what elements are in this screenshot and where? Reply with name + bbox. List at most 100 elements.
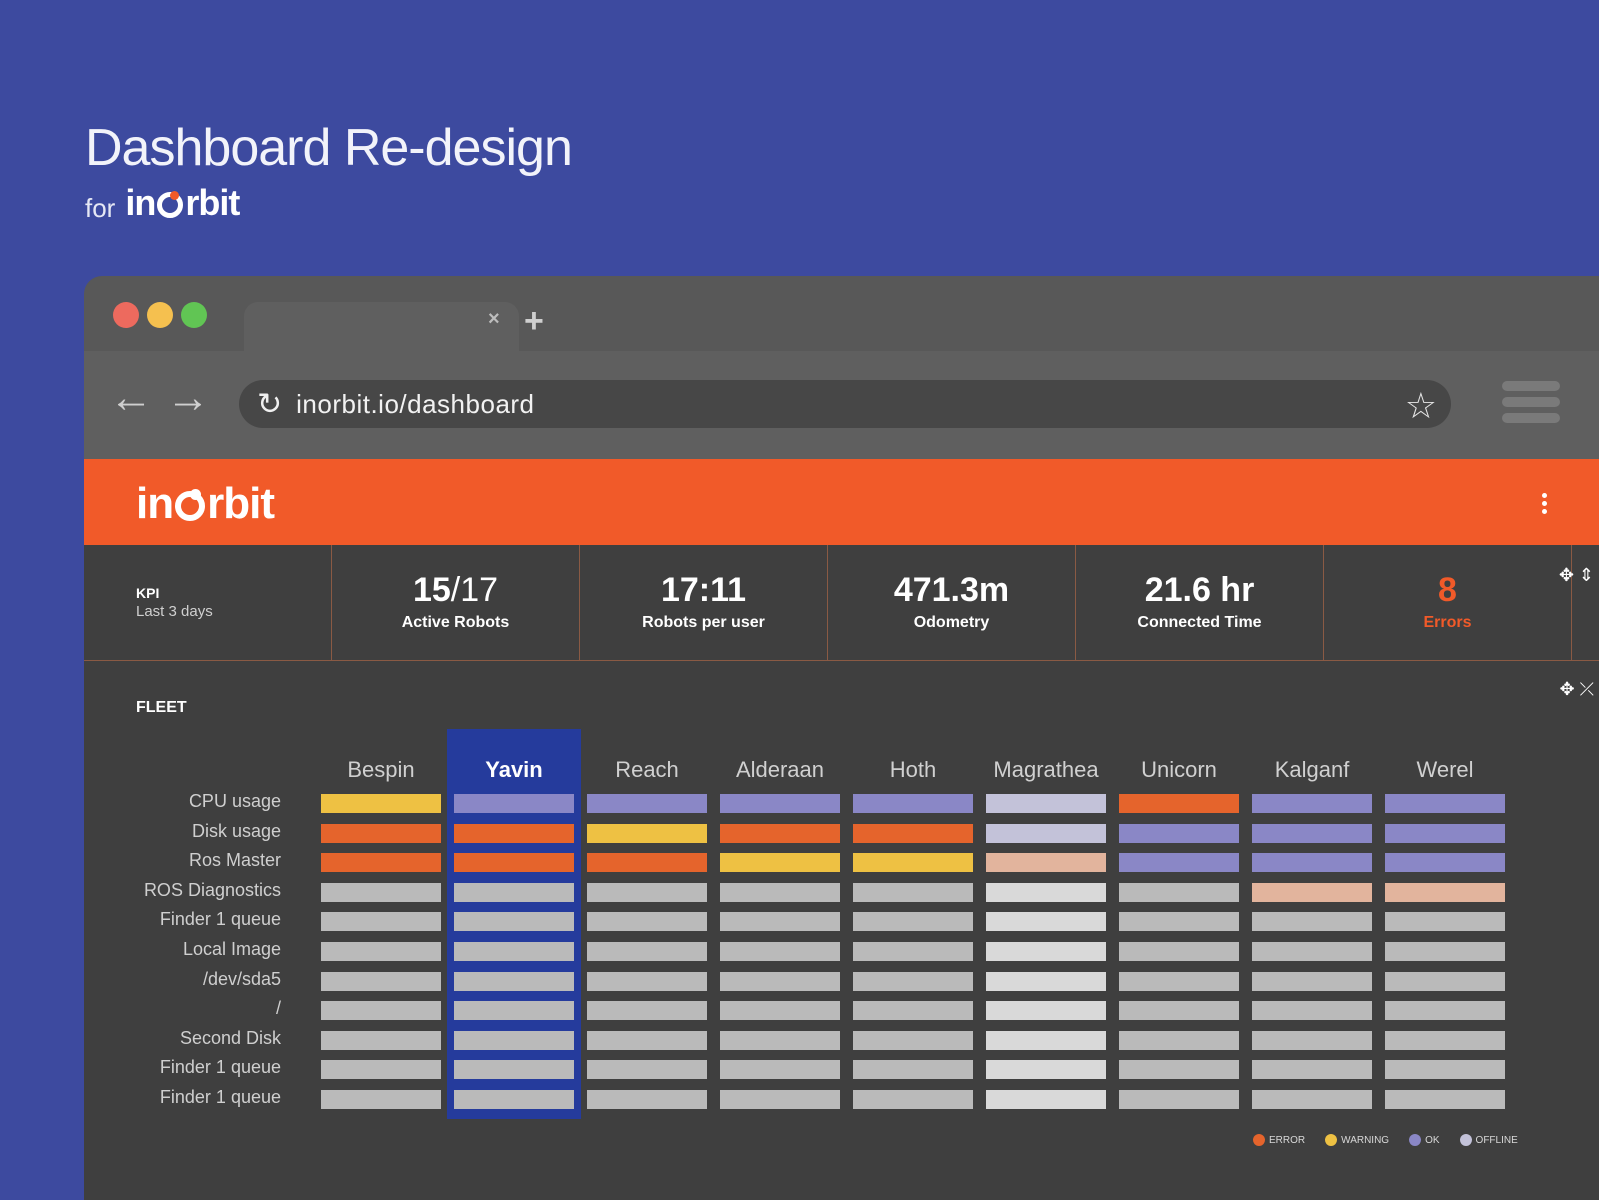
fleet-status-cell[interactable]: [1252, 1030, 1372, 1050]
fleet-status-cell[interactable]: [454, 942, 574, 961]
fleet-status-cell[interactable]: [853, 823, 973, 843]
fleet-status-cell[interactable]: [321, 971, 441, 991]
fleet-status-cell[interactable]: [1385, 971, 1505, 991]
fleet-column-header[interactable]: Bespin: [347, 757, 415, 782]
new-tab-icon[interactable]: +: [524, 302, 544, 340]
reload-icon[interactable]: ↻: [257, 387, 283, 421]
fleet-status-cell[interactable]: [1252, 1090, 1372, 1109]
fleet-status-cell[interactable]: [853, 971, 973, 991]
fleet-column-header[interactable]: Magrathea: [993, 757, 1099, 782]
fleet-status-cell[interactable]: [454, 1030, 574, 1050]
fleet-status-cell[interactable]: [1385, 853, 1505, 873]
fleet-status-cell[interactable]: [720, 853, 840, 873]
fleet-status-cell[interactable]: [587, 794, 707, 813]
fleet-status-cell[interactable]: [720, 823, 840, 843]
fleet-status-cell[interactable]: [1385, 1030, 1505, 1050]
fleet-status-cell[interactable]: [853, 853, 973, 873]
fleet-status-cell[interactable]: [587, 1030, 707, 1050]
fleet-status-cell[interactable]: [853, 1001, 973, 1021]
fleet-status-cell[interactable]: [321, 1090, 441, 1109]
fleet-status-cell[interactable]: [321, 942, 441, 961]
fleet-status-cell[interactable]: [587, 853, 707, 873]
fleet-status-cell[interactable]: [720, 912, 840, 932]
fleet-status-cell[interactable]: [1252, 912, 1372, 932]
tab-close-icon[interactable]: ×: [488, 308, 500, 330]
kpi-errors[interactable]: 8 Errors: [1324, 545, 1572, 660]
fleet-status-cell[interactable]: [454, 882, 574, 902]
fleet-status-cell[interactable]: [587, 971, 707, 991]
window-maximize-button[interactable]: [181, 302, 207, 328]
fleet-status-cell[interactable]: [1119, 882, 1239, 902]
fleet-status-cell[interactable]: [853, 942, 973, 961]
fleet-column-header[interactable]: Werel: [1416, 757, 1474, 782]
fleet-status-cell[interactable]: [321, 823, 441, 843]
fleet-status-cell[interactable]: [587, 882, 707, 902]
fleet-status-cell[interactable]: [1119, 853, 1239, 873]
fleet-status-cell[interactable]: [1119, 942, 1239, 961]
app-menu-kebab-icon[interactable]: [1542, 493, 1548, 517]
back-arrow-icon[interactable]: ←: [109, 373, 153, 422]
fleet-status-cell[interactable]: [1119, 1090, 1239, 1109]
fleet-status-cell[interactable]: [1385, 1060, 1505, 1080]
fleet-status-cell[interactable]: [1119, 1030, 1239, 1050]
fleet-status-cell[interactable]: [986, 853, 1106, 873]
fleet-status-cell[interactable]: [587, 1060, 707, 1080]
fleet-status-cell[interactable]: [1385, 942, 1505, 961]
fleet-column-header[interactable]: Hoth: [889, 757, 937, 782]
fleet-column-header[interactable]: Yavin: [485, 757, 543, 782]
fleet-status-cell[interactable]: [986, 912, 1106, 932]
fleet-status-cell[interactable]: [986, 1030, 1106, 1050]
fleet-status-cell[interactable]: [321, 882, 441, 902]
fleet-status-cell[interactable]: [1119, 1060, 1239, 1080]
fleet-status-cell[interactable]: [454, 1090, 574, 1109]
fleet-status-cell[interactable]: [853, 1090, 973, 1109]
fleet-status-cell[interactable]: [321, 853, 441, 873]
fleet-status-cell[interactable]: [1252, 942, 1372, 961]
fleet-status-cell[interactable]: [587, 1001, 707, 1021]
fleet-status-cell[interactable]: [1252, 882, 1372, 902]
kpi-widget-move-resize-icon[interactable]: ✥ ⇕: [1558, 565, 1594, 585]
fleet-status-cell[interactable]: [1119, 912, 1239, 932]
fleet-status-cell[interactable]: [720, 1001, 840, 1021]
fleet-status-cell[interactable]: [1385, 912, 1505, 932]
fleet-status-cell[interactable]: [1119, 971, 1239, 991]
fleet-status-cell[interactable]: [986, 1001, 1106, 1021]
fleet-status-cell[interactable]: [986, 823, 1106, 843]
fleet-status-cell[interactable]: [321, 1060, 441, 1080]
fleet-column-header[interactable]: Reach: [615, 757, 679, 782]
fleet-status-cell[interactable]: [1252, 971, 1372, 991]
fleet-status-cell[interactable]: [454, 823, 574, 843]
fleet-status-cell[interactable]: [853, 912, 973, 932]
fleet-status-cell[interactable]: [1119, 1001, 1239, 1021]
fleet-status-cell[interactable]: [454, 853, 574, 873]
fleet-status-cell[interactable]: [720, 882, 840, 902]
fleet-status-cell[interactable]: [720, 1060, 840, 1080]
fleet-status-cell[interactable]: [321, 1030, 441, 1050]
fleet-status-cell[interactable]: [1252, 1060, 1372, 1080]
fleet-status-cell[interactable]: [720, 794, 840, 813]
fleet-status-cell[interactable]: [454, 912, 574, 932]
fleet-status-cell[interactable]: [986, 971, 1106, 991]
fleet-status-cell[interactable]: [1119, 794, 1239, 813]
fleet-status-cell[interactable]: [1252, 1001, 1372, 1021]
app-logo[interactable]: in rbit: [136, 479, 275, 529]
window-minimize-button[interactable]: [147, 302, 173, 328]
fleet-status-cell[interactable]: [986, 942, 1106, 961]
fleet-status-cell[interactable]: [853, 1060, 973, 1080]
fleet-status-cell[interactable]: [587, 1090, 707, 1109]
fleet-status-cell[interactable]: [1385, 823, 1505, 843]
fleet-status-cell[interactable]: [720, 1090, 840, 1109]
address-bar[interactable]: ↻ inorbit.io/dashboard ☆: [239, 380, 1451, 428]
fleet-status-cell[interactable]: [321, 1001, 441, 1021]
fleet-widget-move-collapse-icon[interactable]: ✥ ⤫: [1559, 679, 1594, 699]
fleet-status-cell[interactable]: [321, 912, 441, 932]
fleet-status-cell[interactable]: [1252, 853, 1372, 873]
fleet-status-cell[interactable]: [454, 1001, 574, 1021]
browser-tab[interactable]: [244, 302, 519, 352]
fleet-status-cell[interactable]: [587, 912, 707, 932]
window-close-button[interactable]: [113, 302, 139, 328]
fleet-column-header[interactable]: Unicorn: [1141, 757, 1217, 782]
fleet-column-header[interactable]: Alderaan: [735, 757, 825, 782]
fleet-status-cell[interactable]: [986, 794, 1106, 813]
browser-menu-icon[interactable]: [1502, 381, 1560, 429]
